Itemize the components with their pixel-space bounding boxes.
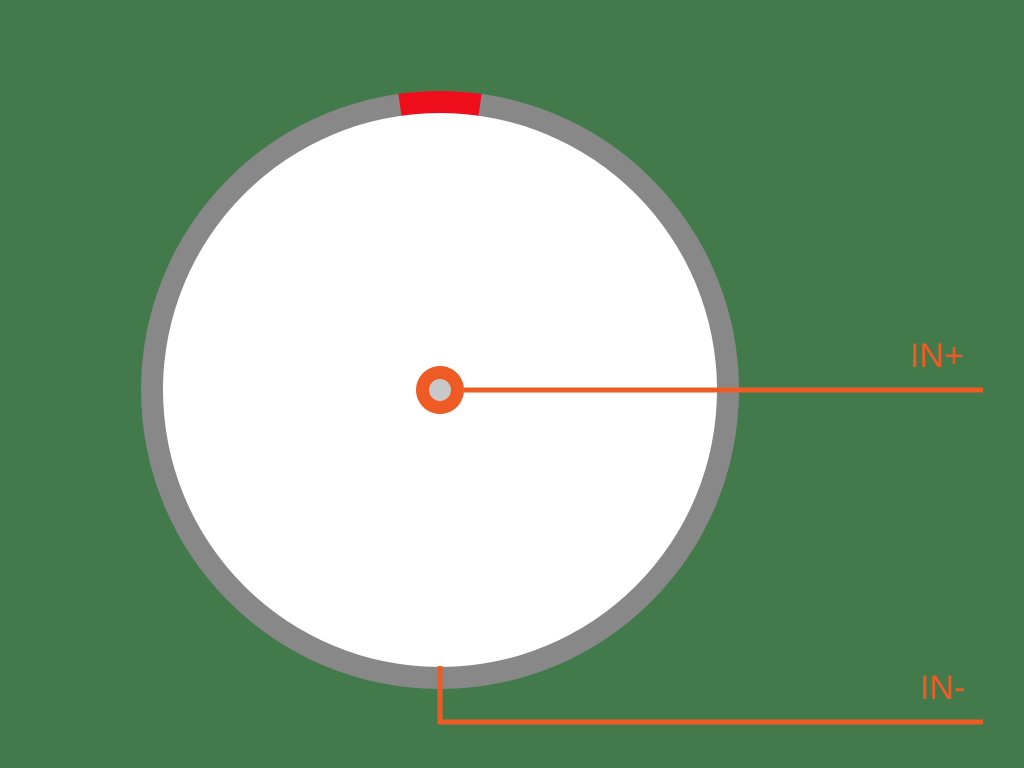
callout-negative-label: IN- xyxy=(920,669,965,707)
callout-positive-label: IN+ xyxy=(910,337,964,375)
coin-cell-diagram: IN+ IN- xyxy=(0,0,1024,768)
center-terminal-inner xyxy=(429,379,451,401)
polarity-notch xyxy=(398,91,481,116)
